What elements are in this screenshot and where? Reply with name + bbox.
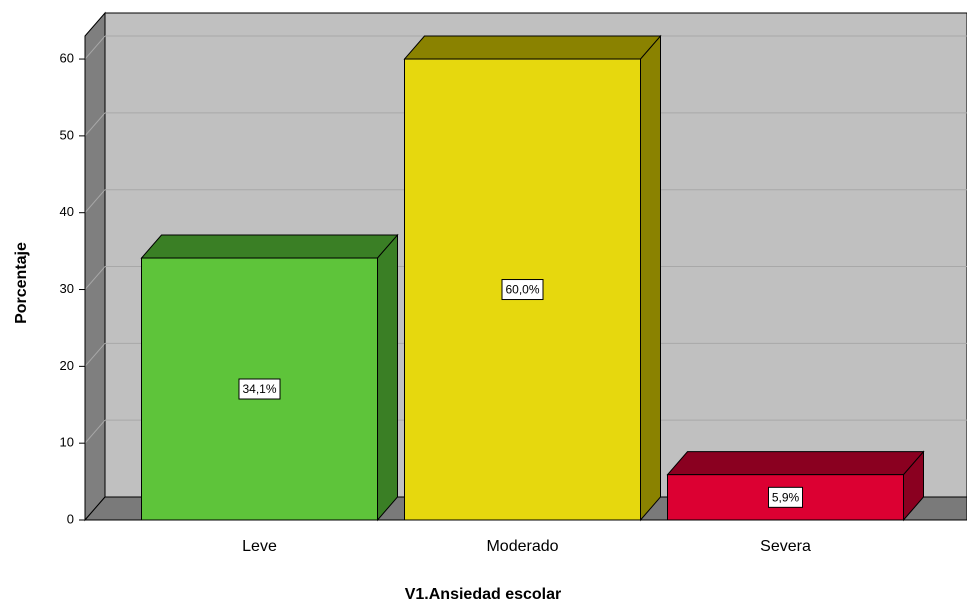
left-wall: [84, 11, 106, 522]
y-tick-label: 0: [67, 511, 74, 526]
y-tick-label: 40: [60, 204, 74, 219]
y-tick-label: 60: [60, 50, 74, 65]
grid-line: [84, 419, 106, 444]
grid-line: [84, 266, 106, 290]
x-tick-label: Severa: [760, 538, 811, 555]
y-tick-label: 30: [60, 281, 74, 296]
bar-side: [640, 34, 661, 522]
x-axis-title: V1.Ansiedad escolar: [405, 586, 562, 603]
grid-line: [84, 35, 106, 60]
y-tick-label: 50: [60, 127, 74, 142]
value-label: 60,0%: [505, 283, 539, 297]
x-tick-label: Leve: [242, 538, 277, 555]
bar-top: [140, 234, 399, 259]
value-label: 34,1%: [242, 382, 276, 396]
y-tick-label: 10: [60, 435, 74, 450]
bar-side: [377, 233, 398, 522]
value-label-box: [238, 378, 281, 400]
grid-line: [84, 112, 106, 137]
y-axis-title: Porcentaje: [13, 242, 30, 324]
grid-line: [84, 189, 106, 214]
grid-line: [84, 343, 106, 367]
value-label-box: [768, 486, 803, 508]
bar-top: [403, 35, 662, 60]
y-tick-label: 20: [60, 358, 74, 373]
bar-top: [666, 451, 925, 476]
x-tick-label: Moderado: [486, 538, 558, 555]
value-label-box: [501, 279, 544, 301]
value-label: 5,9%: [772, 491, 800, 505]
